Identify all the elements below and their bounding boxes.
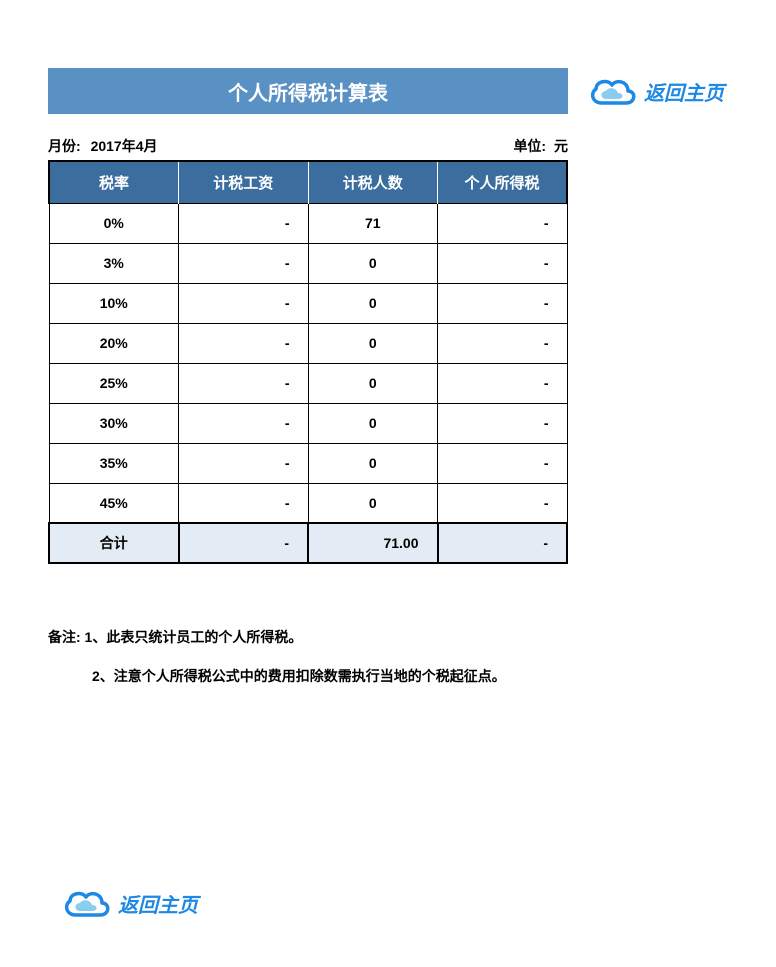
page-title-bar: 个人所得税计算表 [48,68,568,114]
table-row: 35%-0- [49,443,567,483]
cloud-icon [586,73,638,109]
cloud-icon [60,885,112,921]
table-row: 45%-0- [49,483,567,523]
col-rate: 税率 [49,161,179,203]
col-count: 计税人数 [308,161,438,203]
cell-tax: - [438,323,568,363]
table-row: 0%-71- [49,203,567,243]
cell-tax: - [438,283,568,323]
cell-rate: 45% [49,483,179,523]
month-value: 2017年4月 [91,138,158,154]
home-link-label: 返回主页 [644,77,724,106]
total-row: 合计 - 71.00 - [49,523,567,563]
cell-rate: 25% [49,363,179,403]
cell-tax: - [438,203,568,243]
table-row: 3%-0- [49,243,567,283]
cell-wage: - [179,323,309,363]
note-line-2: 2、注意个人所得税公式中的费用扣除数需执行当地的个税起征点。 [48,657,728,696]
notes: 备注: 1、此表只统计员工的个人所得税。 2、注意个人所得税公式中的费用扣除数需… [48,618,728,696]
cell-tax: - [438,363,568,403]
meta-row: 月份: 2017年4月 单位: 元 [48,136,568,156]
cell-rate: 20% [49,323,179,363]
cell-rate: 35% [49,443,179,483]
cell-wage: - [179,283,309,323]
cell-count: 0 [308,283,438,323]
total-wage: - [179,523,309,563]
month-label: 月份: [48,138,81,154]
cell-wage: - [179,203,309,243]
table-row: 30%-0- [49,403,567,443]
table-row: 10%-0- [49,283,567,323]
unit-label: 单位: [513,138,546,154]
total-count: 71.00 [308,523,438,563]
col-wage: 计税工资 [179,161,309,203]
cell-wage: - [179,443,309,483]
table-row: 25%-0- [49,363,567,403]
home-link-label: 返回主页 [118,889,198,918]
cell-tax: - [438,403,568,443]
table-header-row: 税率 计税工资 计税人数 个人所得税 [49,161,567,203]
home-link-bottom[interactable]: 返回主页 [60,885,198,921]
cell-wage: - [179,363,309,403]
home-link-top[interactable]: 返回主页 [586,73,724,109]
cell-count: 0 [308,323,438,363]
cell-wage: - [179,483,309,523]
cell-rate: 3% [49,243,179,283]
total-tax: - [438,523,568,563]
note-line-1: 备注: 1、此表只统计员工的个人所得税。 [48,618,728,657]
col-tax: 个人所得税 [438,161,568,203]
cell-count: 0 [308,443,438,483]
cell-tax: - [438,483,568,523]
cell-count: 0 [308,483,438,523]
cell-tax: - [438,443,568,483]
cell-rate: 30% [49,403,179,443]
cell-rate: 0% [49,203,179,243]
cell-count: 71 [308,203,438,243]
cell-tax: - [438,243,568,283]
cell-wage: - [179,243,309,283]
cell-count: 0 [308,403,438,443]
table-row: 20%-0- [49,323,567,363]
tax-table: 税率 计税工资 计税人数 个人所得税 0%-71-3%-0-10%-0-20%-… [48,160,568,564]
cell-wage: - [179,403,309,443]
unit-value: 元 [554,138,568,154]
total-label: 合计 [49,523,179,563]
cell-count: 0 [308,243,438,283]
cell-count: 0 [308,363,438,403]
cell-rate: 10% [49,283,179,323]
